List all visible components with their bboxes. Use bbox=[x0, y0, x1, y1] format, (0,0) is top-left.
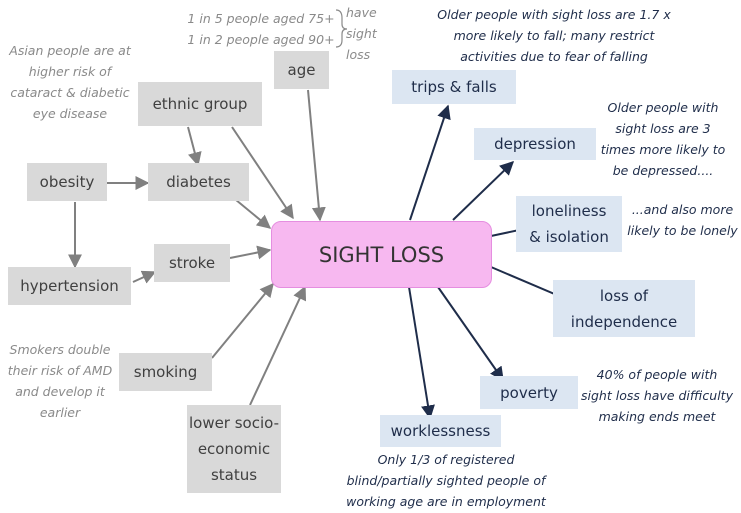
poverty-note-line-3: making ends meet bbox=[598, 409, 716, 424]
poverty-note-line-2: sight loss have difficulty bbox=[581, 388, 733, 403]
smoking-box: smoking bbox=[119, 353, 212, 391]
arrow-to-depression bbox=[452, 161, 515, 221]
diabetes-box: diabetes bbox=[148, 163, 249, 201]
ethnic-group-box: ethnic group bbox=[138, 82, 262, 126]
ethnic-note-line-1: Asian people are at bbox=[9, 43, 131, 58]
depression-note-line-4: be depressed.... bbox=[612, 163, 714, 178]
hypertension-label: hypertension bbox=[20, 277, 119, 295]
trips-falls-label: trips & falls bbox=[411, 78, 497, 96]
depression-note: Older people with sight loss are 3 times… bbox=[590, 97, 736, 181]
depression-note-line-3: times more likely to bbox=[600, 142, 726, 157]
falls-note: Older people with sight loss are 1.7 x m… bbox=[418, 4, 690, 67]
poverty-note-line-1: 40% of people with bbox=[596, 367, 718, 382]
independence-box: loss of independence bbox=[553, 280, 695, 337]
ethnic-note: Asian people are at higher risk of catar… bbox=[2, 40, 138, 124]
ethnic-note-line-3: cataract & diabetic bbox=[10, 85, 130, 100]
lower-socio-economic-status-box: lower socio- economic status bbox=[187, 405, 281, 493]
obesity-label: obesity bbox=[39, 173, 95, 191]
arrow-age-to-sight-loss bbox=[307, 89, 326, 222]
stroke-label: stroke bbox=[168, 254, 216, 272]
arrow-smoking-to-sight-loss bbox=[211, 282, 274, 359]
sight-loss-label: SIGHT LOSS bbox=[318, 242, 445, 267]
lonely-note-line-1: ...and also more bbox=[631, 202, 734, 217]
age-have-line-1: have bbox=[346, 5, 377, 20]
arrow-ses-to-sight-loss bbox=[249, 285, 307, 406]
smoking-label: smoking bbox=[133, 363, 198, 381]
age-have-note: have sight loss bbox=[346, 2, 386, 65]
hypertension-box: hypertension bbox=[8, 267, 131, 305]
age-box: age bbox=[274, 51, 329, 89]
stroke-box: stroke bbox=[154, 244, 230, 282]
loneliness-line-1: loneliness bbox=[531, 202, 607, 220]
work-note-line-3: working age are in employment bbox=[346, 494, 546, 509]
poverty-note: 40% of people with sight loss have diffi… bbox=[574, 364, 740, 427]
worklessness-box: worklessness bbox=[380, 415, 501, 447]
age-label: age bbox=[287, 61, 316, 79]
lonely-note-line-2: likely to be lonely bbox=[627, 223, 738, 238]
ethnic-group-label: ethnic group bbox=[152, 95, 248, 113]
age-stats-line-1: 1 in 5 people aged 75+ bbox=[187, 11, 335, 26]
independence-line-1: loss of bbox=[599, 286, 649, 305]
poverty-box: poverty bbox=[480, 376, 578, 409]
depression-label: depression bbox=[494, 135, 576, 153]
ses-line-3: status bbox=[210, 466, 258, 484]
arrow-ethnic-to-sight-loss bbox=[231, 126, 294, 220]
arrow-hypertension-to-stroke bbox=[132, 270, 157, 284]
arrow-ethnic-to-diabetes bbox=[187, 126, 202, 167]
sight-loss-box: SIGHT LOSS bbox=[271, 221, 492, 288]
ethnic-note-line-4: eye disease bbox=[32, 106, 108, 121]
smokers-note-line-3: and develop it bbox=[15, 384, 105, 399]
ethnic-note-line-2: higher risk of bbox=[28, 64, 112, 79]
age-stats-note: 1 in 5 people aged 75+ 1 in 2 people age… bbox=[186, 8, 336, 50]
loneliness-line-2: & isolation bbox=[529, 228, 609, 246]
smokers-note-line-2: their risk of AMD bbox=[7, 363, 113, 378]
arrow-stroke-to-sight-loss bbox=[229, 245, 272, 260]
lonely-note: ...and also more likely to be lonely bbox=[624, 199, 741, 241]
work-note-line-2: blind/partially sighted people of bbox=[346, 473, 546, 488]
work-note: Only 1/3 of registered blind/partially s… bbox=[330, 449, 562, 512]
falls-note-line-3: activities due to fear of falling bbox=[460, 49, 648, 64]
smokers-note-line-1: Smokers double bbox=[9, 342, 111, 357]
smokers-note: Smokers double their risk of AMD and dev… bbox=[2, 339, 118, 423]
smokers-note-line-4: earlier bbox=[39, 405, 81, 420]
poverty-label: poverty bbox=[500, 383, 558, 402]
falls-note-line-1: Older people with sight loss are 1.7 x bbox=[437, 7, 671, 22]
depression-box: depression bbox=[474, 128, 596, 160]
trips-falls-box: trips & falls bbox=[392, 70, 516, 104]
diabetes-label: diabetes bbox=[166, 173, 231, 191]
age-have-line-3: loss bbox=[346, 47, 371, 62]
falls-note-line-2: more likely to fall; many restrict bbox=[453, 28, 655, 43]
arrow-to-poverty bbox=[437, 286, 504, 382]
work-note-line-1: Only 1/3 of registered bbox=[377, 452, 515, 467]
depression-note-line-1: Older people with bbox=[607, 100, 719, 115]
worklessness-label: worklessness bbox=[390, 422, 491, 440]
age-have-line-2: sight bbox=[346, 26, 377, 41]
obesity-box: obesity bbox=[27, 163, 107, 201]
loneliness-box: loneliness & isolation bbox=[516, 196, 622, 252]
arrow-to-trips-falls bbox=[409, 104, 451, 221]
ses-line-2: economic bbox=[197, 440, 271, 458]
independence-line-2: independence bbox=[570, 312, 678, 331]
arrow-to-worklessness bbox=[408, 286, 435, 420]
ses-line-1: lower socio- bbox=[188, 414, 280, 432]
depression-note-line-2: sight loss are 3 bbox=[615, 121, 711, 136]
age-stats-line-2: 1 in 2 people aged 90+ bbox=[187, 32, 335, 47]
